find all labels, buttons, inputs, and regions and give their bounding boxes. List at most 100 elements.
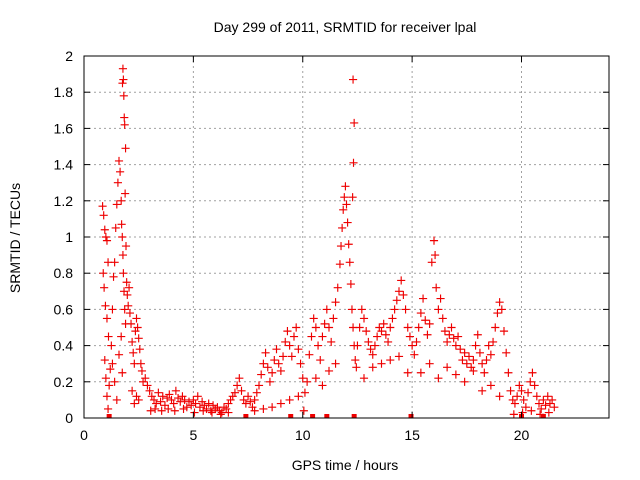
data-point <box>276 399 285 408</box>
data-point <box>427 258 436 267</box>
data-point <box>440 327 450 336</box>
data-point <box>132 314 141 323</box>
data-point <box>519 395 528 404</box>
data-point <box>499 327 509 336</box>
data-point <box>204 399 213 408</box>
data-point <box>98 202 107 211</box>
data-point <box>429 236 439 245</box>
data-point <box>320 319 329 328</box>
data-point <box>134 395 143 404</box>
data-point <box>121 189 130 198</box>
data-point <box>347 305 357 314</box>
data-point <box>504 368 513 377</box>
data-point <box>359 314 369 323</box>
data-point <box>423 330 432 339</box>
data-point <box>473 330 482 339</box>
data-point <box>513 392 522 401</box>
data-point <box>285 395 294 404</box>
data-point <box>528 368 537 377</box>
data-point <box>151 404 160 414</box>
data-point <box>268 403 277 412</box>
data-point <box>348 323 358 332</box>
data-point <box>124 301 133 310</box>
data-point <box>101 232 110 242</box>
data-point <box>460 348 469 357</box>
data-point <box>346 279 355 289</box>
data-point <box>146 406 155 415</box>
data-point <box>113 178 122 187</box>
data-point <box>100 225 109 234</box>
data-point <box>157 406 166 415</box>
data-point <box>460 377 469 386</box>
y-tick-label: 0 <box>65 410 73 426</box>
data-point <box>486 381 495 390</box>
data-point <box>254 381 264 390</box>
chart-title: Day 299 of 2011, SRMTID for receiver lpa… <box>214 19 477 35</box>
data-point <box>102 392 112 401</box>
data-point <box>176 397 185 406</box>
data-point <box>408 341 417 350</box>
y-tick-label: 0.2 <box>54 374 74 390</box>
data-point <box>243 392 253 401</box>
data-point <box>112 395 121 404</box>
data-point <box>349 158 358 167</box>
data-point <box>348 75 358 84</box>
data-point <box>366 345 375 354</box>
data-point <box>530 381 539 390</box>
data-point <box>370 341 380 350</box>
data-point <box>464 352 474 361</box>
data-point <box>462 359 471 368</box>
data-point <box>497 305 506 314</box>
data-point <box>397 276 406 285</box>
x-tick-label: 10 <box>295 427 311 443</box>
data-point <box>329 314 338 323</box>
data-point <box>493 308 502 318</box>
data-point <box>103 258 113 267</box>
y-tick-label: 1.2 <box>54 193 74 209</box>
data-point <box>257 370 266 379</box>
data-point <box>527 406 536 415</box>
data-point <box>278 352 288 361</box>
data-point <box>399 290 408 299</box>
data-point <box>118 79 127 88</box>
y-axis-label: SRMTID / TECUs <box>7 183 23 293</box>
data-point <box>99 211 108 220</box>
data-point <box>331 359 340 368</box>
data-point <box>431 251 440 260</box>
data-point <box>121 241 131 251</box>
data-point <box>403 323 412 332</box>
data-point <box>352 363 361 372</box>
data-point <box>534 399 544 408</box>
data-point <box>449 334 458 343</box>
x-tick-label: 20 <box>514 427 530 443</box>
data-point <box>480 368 489 377</box>
data-point <box>106 365 115 374</box>
data-point <box>154 388 163 397</box>
zero-marker <box>408 414 414 418</box>
data-point <box>114 350 124 359</box>
data-point <box>270 356 279 365</box>
data-point <box>324 366 334 376</box>
zero-marker <box>540 414 546 418</box>
data-point <box>381 330 390 339</box>
data-point <box>471 341 480 350</box>
data-point <box>119 75 128 84</box>
zero-marker <box>310 414 316 418</box>
points-layer <box>98 64 559 419</box>
data-point <box>110 258 119 267</box>
data-point <box>510 399 520 408</box>
data-point <box>99 269 108 278</box>
data-point <box>327 337 336 347</box>
data-point <box>488 337 498 347</box>
data-point <box>550 403 559 412</box>
data-point <box>521 403 530 412</box>
data-point <box>342 200 351 209</box>
data-point <box>305 350 314 359</box>
data-point <box>311 323 320 332</box>
data-point <box>351 356 360 365</box>
data-point <box>235 374 244 383</box>
data-point <box>193 392 202 401</box>
data-point <box>120 305 129 314</box>
data-point <box>114 156 124 166</box>
